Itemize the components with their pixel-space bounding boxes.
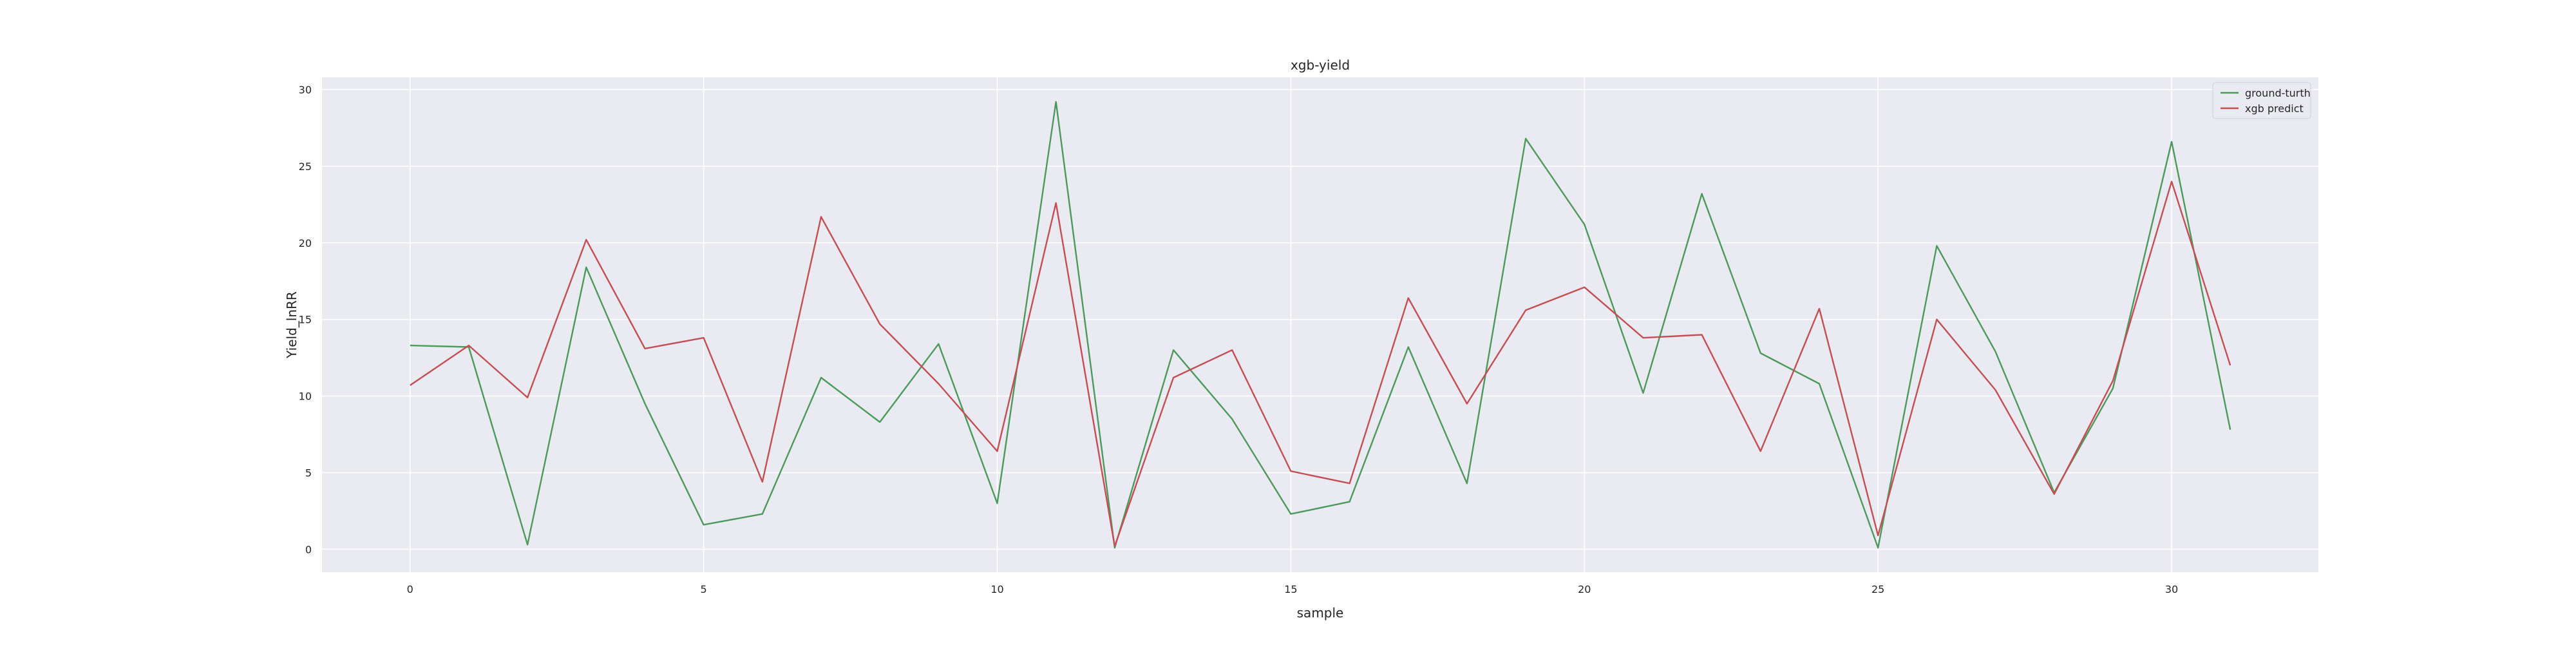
x-tick-label: 30 <box>2165 583 2178 595</box>
x-tick-label: 25 <box>1871 583 1884 595</box>
y-tick-label: 10 <box>299 391 312 403</box>
series-line-xgb-predict <box>410 180 2231 547</box>
x-tick-labels: 0 5 10 15 20 25 30 <box>407 583 2179 595</box>
series-line-ground-truth <box>410 101 2231 549</box>
x-tick-label: 20 <box>1578 583 1591 595</box>
legend-label: xgb predict <box>2245 102 2304 115</box>
x-tick-label: 5 <box>701 583 707 595</box>
legend: ground-turth xgb predict <box>2212 82 2311 119</box>
y-tick-label: 20 <box>299 237 312 249</box>
y-tick-label: 5 <box>305 467 312 479</box>
y-tick-label: 25 <box>299 160 312 173</box>
legend-box <box>2212 82 2311 119</box>
x-tick-label: 0 <box>407 583 413 595</box>
chart-title: xgb-yield <box>1291 57 1350 73</box>
x-axis-label: sample <box>1297 605 1344 621</box>
series-lines <box>410 101 2231 549</box>
x-tick-label: 10 <box>990 583 1003 595</box>
x-tick-label: 15 <box>1284 583 1297 595</box>
y-tick-label: 15 <box>299 314 312 326</box>
y-axis-label: Yield_lnRR <box>284 291 299 359</box>
legend-label: ground-turth <box>2245 87 2311 99</box>
y-tick-label: 30 <box>299 84 312 96</box>
grid-lines <box>322 77 2318 572</box>
y-tick-labels: 0 5 10 15 20 25 30 <box>299 84 312 555</box>
y-tick-label: 0 <box>305 543 312 555</box>
plot-area-background <box>322 77 2318 572</box>
